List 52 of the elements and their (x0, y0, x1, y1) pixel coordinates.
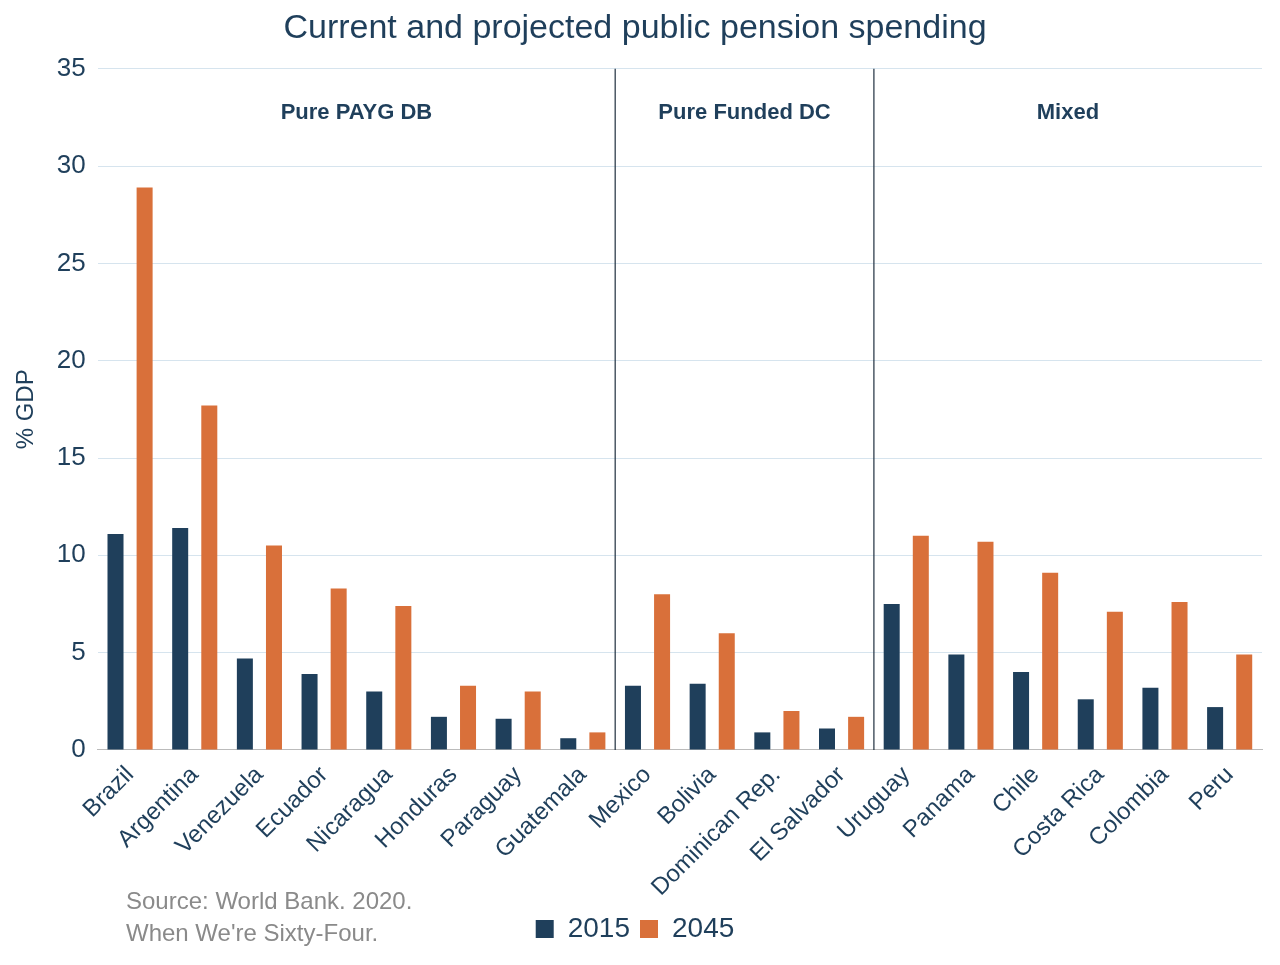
bar (977, 541, 994, 750)
bar (560, 738, 577, 750)
bar (819, 728, 836, 750)
bar (172, 528, 189, 750)
y-tick-label: 35 (56, 51, 86, 82)
bar (1042, 572, 1059, 750)
bar (460, 685, 477, 750)
bar (754, 732, 771, 750)
bar (430, 716, 447, 750)
bar (948, 654, 965, 750)
bar (495, 718, 512, 750)
bar (1106, 611, 1123, 750)
bar (107, 533, 124, 750)
bar (1077, 699, 1094, 750)
bar (1013, 672, 1030, 750)
y-tick-label: 25 (56, 246, 86, 277)
bar (236, 658, 253, 750)
annotation: Mixed (1036, 98, 1100, 124)
bar (848, 716, 865, 750)
bar (589, 732, 606, 750)
bar (654, 594, 671, 750)
bar (136, 187, 153, 750)
y-tick-label: 15 (56, 441, 86, 472)
legend-label: 2045 (672, 911, 735, 943)
y-axis-title: % GDP (11, 369, 39, 450)
bar (395, 605, 412, 750)
y-tick-label: 20 (56, 343, 86, 374)
bar (783, 710, 800, 750)
source-note: Source: World Bank. 2020. When We're Sixty-Four. (126, 886, 414, 948)
bar (883, 603, 900, 750)
y-tick-label: 30 (56, 149, 86, 180)
y-tick-label: 5 (71, 635, 86, 666)
bar (624, 685, 641, 750)
bar (201, 405, 218, 750)
annotation: Pure Funded DC (658, 98, 831, 124)
chart-title: Current and projected public pension spending (283, 6, 987, 45)
bar (1142, 687, 1159, 750)
bar (1207, 707, 1224, 750)
bar (366, 691, 383, 750)
bar (265, 545, 282, 750)
bar (689, 683, 706, 750)
bar (330, 588, 347, 750)
bar (524, 691, 541, 750)
bar (1236, 654, 1253, 750)
bar (1171, 602, 1188, 750)
bar (912, 535, 929, 750)
annotation: Pure PAYG DB (280, 98, 433, 124)
bar (718, 633, 735, 750)
y-tick-label: 0 (71, 733, 86, 764)
bar (301, 674, 318, 750)
y-tick-label: 10 (56, 538, 86, 569)
legend-label: 2015 (567, 911, 631, 943)
